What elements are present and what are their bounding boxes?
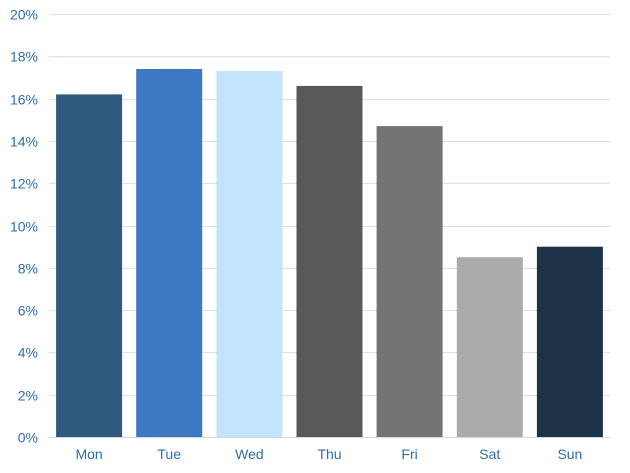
x-tick-label: Fri	[401, 446, 417, 462]
y-tick-label: 10%	[10, 219, 38, 235]
bar-sat	[456, 257, 523, 437]
x-tick-label: Thu	[317, 446, 341, 462]
y-tick-label: 20%	[10, 7, 38, 23]
y-tick-label: 14%	[10, 134, 38, 150]
y-tick-label: 18%	[10, 49, 38, 65]
y-axis: 0% 2% 4% 6% 8% 10% 12% 14% 16% 18% 20%	[10, 7, 38, 446]
y-tick-label: 0%	[18, 430, 38, 446]
bar-mon	[56, 94, 123, 438]
x-tick-label: Tue	[157, 446, 181, 462]
x-tick-label: Mon	[75, 446, 102, 462]
y-tick-label: 6%	[18, 303, 38, 319]
y-tick-label: 12%	[10, 176, 38, 192]
y-tick-label: 16%	[10, 92, 38, 108]
y-tick-label: 4%	[18, 345, 38, 361]
bars	[56, 69, 603, 438]
bar-thu	[296, 85, 363, 438]
bar-tue	[136, 69, 203, 437]
bar-fri	[376, 126, 443, 437]
x-tick-label: Wed	[235, 446, 264, 462]
y-tick-label: 8%	[18, 261, 38, 277]
bar-wed	[216, 71, 283, 437]
x-tick-label: Sat	[479, 446, 500, 462]
y-tick-label: 2%	[18, 388, 38, 404]
x-axis: Mon Tue Wed Thu Fri Sat Sun	[49, 437, 610, 462]
bar-sun	[536, 246, 603, 437]
x-tick-label: Sun	[557, 446, 582, 462]
